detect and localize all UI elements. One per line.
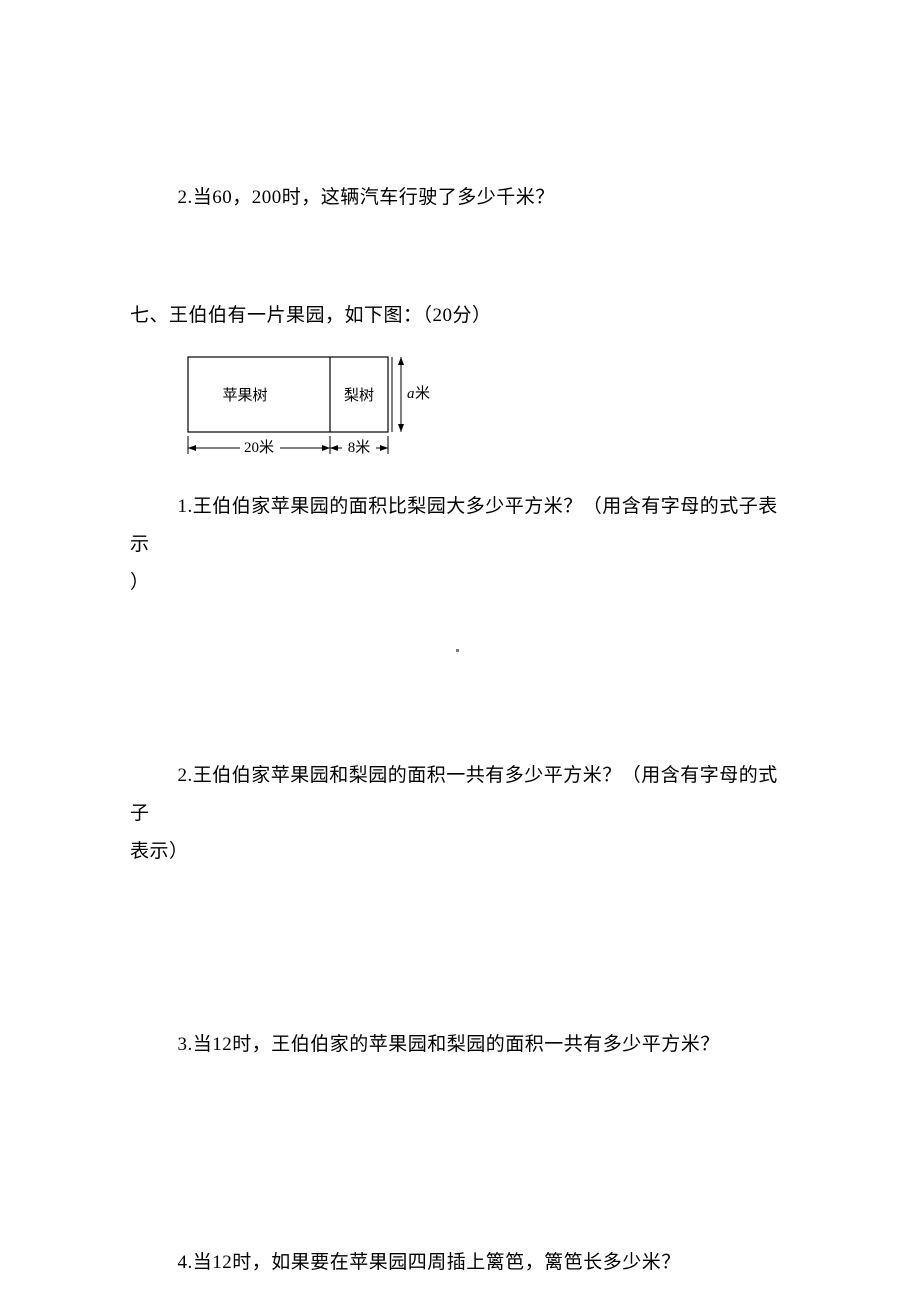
- height-label-unit: 米: [415, 385, 430, 402]
- question-7-1-line2: ）: [130, 564, 790, 602]
- question-7-2-line1: 2.王伯伯家苹果园和梨园的面积一共有多少平方米？（用含有字母的式子: [130, 757, 790, 833]
- question-7-4: 4.当12时，如果要在苹果园四周插上篱笆，篱笆长多少米？: [130, 1244, 790, 1282]
- question-7-1-line1: 1.王伯伯家苹果园的面积比梨园大多少平方米？（用含有字母的式子表示: [130, 488, 790, 564]
- width-pear-label: 8米: [348, 439, 371, 456]
- document-page: 2.当60，200时，这辆汽车行驶了多少千米？ 七、王伯伯有一片果园，如下图：（…: [0, 0, 920, 1302]
- section-7-heading: 七、王伯伯有一片果园，如下图：（20分）: [130, 297, 790, 335]
- question-7-3: 3.当12时，王伯伯家的苹果园和梨园的面积一共有多少平方米？: [130, 1026, 790, 1064]
- center-marker: [452, 648, 462, 652]
- height-label-a: a: [407, 386, 415, 402]
- width-apple-label: 20米: [244, 439, 274, 456]
- question-7-2-line2: 表示）: [130, 833, 790, 871]
- question-6-2: 2.当60，200时，这辆汽车行驶了多少千米？: [130, 179, 790, 217]
- pear-label: 梨树: [344, 387, 374, 404]
- apple-label: 苹果树: [222, 387, 267, 404]
- orchard-diagram: 苹果树 梨树 a 米 20米 8米: [185, 354, 790, 469]
